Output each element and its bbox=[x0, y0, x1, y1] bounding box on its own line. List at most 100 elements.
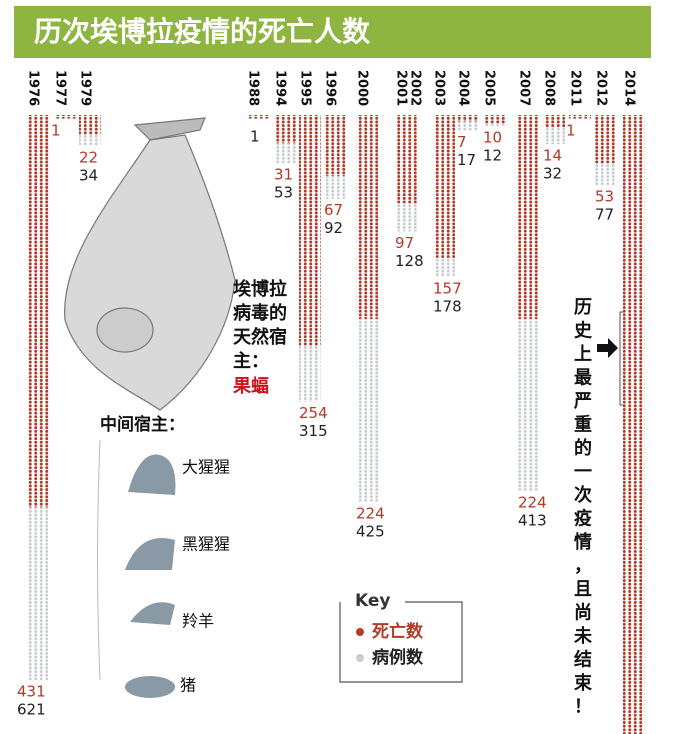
chart-title: 历次埃博拉疫情的死亡人数 bbox=[34, 15, 371, 48]
note-char: 最 bbox=[574, 368, 593, 389]
death-dots bbox=[54, 115, 76, 119]
death-label: 224 bbox=[356, 504, 385, 522]
legend-box bbox=[339, 601, 463, 683]
bat-illustration bbox=[64, 117, 236, 411]
note-char: 结 bbox=[574, 649, 592, 671]
note-char: 次 bbox=[574, 484, 592, 506]
note-char: 史 bbox=[574, 320, 593, 342]
case-label: 12 bbox=[483, 146, 502, 164]
year-label: 2008 bbox=[542, 70, 557, 106]
year-label: 2000 bbox=[355, 70, 370, 106]
note-char: ， bbox=[574, 556, 592, 577]
case-label: 17 bbox=[457, 151, 476, 169]
case-label: 32 bbox=[543, 165, 562, 183]
year-label: 1977 bbox=[53, 70, 68, 106]
death-label: 97 bbox=[395, 234, 414, 252]
title-bar bbox=[14, 6, 651, 58]
note-char: 历 bbox=[574, 297, 592, 318]
year-label: 2002 bbox=[408, 70, 423, 106]
death-label: 10 bbox=[483, 128, 502, 146]
case-label: 413 bbox=[518, 511, 547, 529]
death-dots bbox=[595, 115, 617, 164]
legend-swatch bbox=[356, 654, 364, 662]
death-dots bbox=[395, 115, 417, 204]
note-char: 疫 bbox=[574, 508, 592, 530]
case-label: 128 bbox=[395, 252, 424, 270]
case-label: 34 bbox=[79, 166, 98, 184]
death-dots bbox=[543, 115, 565, 128]
year-label: 2012 bbox=[594, 70, 609, 106]
year-label: 2004 bbox=[456, 70, 471, 106]
case-label: 77 bbox=[595, 206, 614, 224]
year-label: 2011 bbox=[568, 70, 583, 106]
note-char: 一 bbox=[574, 462, 592, 483]
year-label: 2003 bbox=[432, 70, 447, 106]
columns bbox=[27, 115, 645, 734]
death-label: 14 bbox=[543, 147, 562, 165]
death-label: 224 bbox=[518, 493, 547, 511]
death-label: 1 bbox=[566, 122, 576, 140]
death-label: 53 bbox=[595, 188, 614, 206]
note-char: 且 bbox=[574, 579, 592, 600]
death-dots bbox=[356, 115, 378, 319]
year-label: 2005 bbox=[482, 70, 497, 106]
host-name: 果蝠 bbox=[232, 376, 269, 397]
death-dots bbox=[299, 115, 321, 347]
intermediate-label: 中间宿主： bbox=[100, 414, 185, 435]
death-dots bbox=[79, 115, 101, 136]
host-label: 埃博拉 bbox=[233, 278, 287, 300]
year-label: 1996 bbox=[323, 70, 338, 106]
death-label: 22 bbox=[79, 148, 98, 166]
case-label: 178 bbox=[433, 297, 462, 315]
note-char: 尚 bbox=[574, 602, 592, 624]
death-dots bbox=[569, 115, 591, 119]
death-dots bbox=[623, 115, 645, 734]
case-label: 315 bbox=[299, 422, 328, 440]
year-label: 1976 bbox=[26, 70, 41, 106]
death-label: 157 bbox=[433, 279, 462, 297]
death-dots bbox=[518, 115, 540, 319]
year-label: 2014 bbox=[622, 70, 637, 106]
host-animal: 黑猩猩 bbox=[182, 535, 230, 554]
host-label: 天然宿 bbox=[233, 326, 287, 348]
year-label: 1995 bbox=[298, 70, 313, 106]
year-label: 1988 bbox=[246, 70, 261, 106]
death-dots bbox=[27, 115, 49, 508]
death-label: 431 bbox=[17, 683, 46, 701]
host-label: 病毒的 bbox=[233, 302, 287, 324]
legend-label: 死亡数 bbox=[372, 621, 424, 642]
host-animal: 猪 bbox=[180, 676, 196, 695]
death-dots bbox=[433, 115, 455, 258]
legend-swatch bbox=[356, 628, 364, 636]
note-char: 的 bbox=[574, 437, 592, 459]
legend-title: Key bbox=[355, 591, 391, 611]
death-dots bbox=[483, 115, 505, 125]
note-char: 上 bbox=[574, 344, 592, 365]
year-label: 2007 bbox=[517, 70, 532, 106]
death-label: 254 bbox=[299, 404, 328, 422]
note-char: 重 bbox=[574, 414, 592, 436]
death-label: 7 bbox=[457, 133, 467, 151]
note-char: 束 bbox=[574, 672, 593, 694]
case-label: 621 bbox=[17, 701, 46, 719]
death-label: 31 bbox=[274, 166, 293, 184]
year-label: 1994 bbox=[273, 70, 288, 106]
animal-icons bbox=[97, 439, 176, 698]
note-char: 未 bbox=[574, 626, 593, 647]
legend-label: 病例数 bbox=[372, 647, 424, 668]
host-animal: 大猩猩 bbox=[182, 458, 230, 477]
death-label: 67 bbox=[324, 201, 343, 219]
note-char: ！ bbox=[574, 697, 592, 718]
death-dots bbox=[274, 115, 296, 144]
case-label: 53 bbox=[274, 184, 293, 202]
host-animal: 羚羊 bbox=[182, 612, 214, 631]
case-label: 425 bbox=[356, 522, 385, 540]
arrow bbox=[597, 338, 618, 358]
case-label: 92 bbox=[324, 219, 343, 237]
death-label: 1 bbox=[51, 122, 61, 140]
death-dots bbox=[457, 115, 479, 122]
year-label: 1979 bbox=[78, 70, 93, 106]
note-char: 情 bbox=[574, 532, 592, 553]
